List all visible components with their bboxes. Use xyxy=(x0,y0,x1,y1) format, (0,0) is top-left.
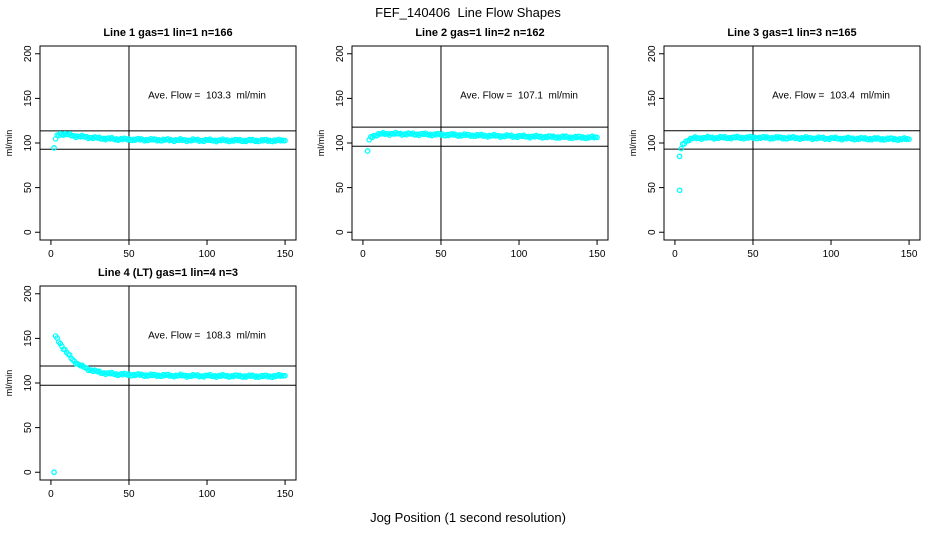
y-tick-label: 200 xyxy=(647,45,658,62)
ave-flow-annotation: Ave. Flow = 103.4 ml/min xyxy=(772,90,890,101)
y-tick-label: 200 xyxy=(23,285,34,302)
y-tick-label: 100 xyxy=(23,134,34,151)
y-tick-label: 150 xyxy=(23,90,34,107)
y-tick-label: 50 xyxy=(23,182,34,194)
figure-title: FEF_140406 Line Flow Shapes xyxy=(375,5,561,20)
y-tick-label: 100 xyxy=(23,374,34,391)
plot-box xyxy=(39,285,297,481)
subplot-line-1-plot: 0 50 100 150 0 50 100 150 200 ml/min Ave. Flow = 1… xyxy=(4,45,297,260)
subplot-line-4-title: Line 4 (LT) gas=1 lin=4 n=3 xyxy=(97,267,239,279)
data-points xyxy=(51,130,288,151)
subplot-line-3: Line 3 gas=1 lin=3 n=165 0 50 100 150 0 50 100… xyxy=(624,26,936,266)
subplot-line-4-plot: 0 50 100 150 0 50 100 150 200 ml/min Ave. Flow = 1… xyxy=(4,285,297,500)
y-tick-label: 0 xyxy=(335,229,346,235)
subplot-line-1-title: Line 1 gas=1 lin=1 n=166 xyxy=(103,27,233,39)
y-axis-label: ml/min xyxy=(628,130,638,157)
x-tick-label: 50 xyxy=(123,249,135,260)
x-tick-label: 0 xyxy=(360,249,366,260)
x-tick-label: 150 xyxy=(277,249,294,260)
empty-cell xyxy=(312,266,624,506)
data-points xyxy=(51,333,288,476)
data-points xyxy=(364,129,600,154)
subplot-grid: Line 1 gas=1 lin=1 n=166 0 50 100 150 0 50 100… xyxy=(0,26,936,506)
subplot-line-2: Line 2 gas=1 lin=2 n=162 0 50 100 150 0 50 100… xyxy=(312,26,624,266)
subplot-line-3-plot: 0 50 100 150 0 50 100 150 200 ml/min Ave. Flow = 1… xyxy=(628,45,921,260)
y-tick-label: 0 xyxy=(23,469,34,475)
y-axis-label: ml/min xyxy=(4,370,14,397)
x-axis-label: Jog Position (1 second resolution) xyxy=(370,510,566,525)
x-tick-label: 150 xyxy=(277,489,294,500)
y-tick-label: 200 xyxy=(335,45,346,62)
y-tick-label: 50 xyxy=(23,422,34,434)
outlier-point xyxy=(364,148,371,154)
y-tick-label: 0 xyxy=(647,229,658,235)
y-tick-label: 100 xyxy=(335,134,346,151)
x-tick-label: 0 xyxy=(672,249,678,260)
x-tick-label: 50 xyxy=(123,489,135,500)
y-tick-label: 150 xyxy=(335,90,346,107)
outlier-point xyxy=(676,187,683,194)
subplot-line-3-title: Line 3 gas=1 lin=3 n=165 xyxy=(727,27,857,39)
plot-box xyxy=(351,45,609,241)
ave-flow-annotation: Ave. Flow = 103.3 ml/min xyxy=(148,90,266,101)
y-axis-label: ml/min xyxy=(316,130,326,157)
y-tick-label: 100 xyxy=(647,134,658,151)
y-tick-label: 50 xyxy=(335,182,346,194)
empty-cell xyxy=(624,266,936,506)
ave-flow-annotation: Ave. Flow = 108.3 ml/min xyxy=(148,330,266,341)
x-tick-label: 0 xyxy=(48,489,54,500)
x-tick-label: 100 xyxy=(823,249,840,260)
subplot-line-2-plot: 0 50 100 150 0 50 100 150 200 ml/min Ave. Flow = 1… xyxy=(316,45,609,260)
data-points xyxy=(676,133,912,194)
ave-flow-annotation: Ave. Flow = 107.1 ml/min xyxy=(460,90,578,101)
x-tick-label: 100 xyxy=(511,249,528,260)
x-tick-label: 150 xyxy=(901,249,918,260)
x-tick-label: 50 xyxy=(435,249,447,260)
outlier-point xyxy=(51,469,57,476)
y-tick-label: 0 xyxy=(23,229,34,235)
plot-box xyxy=(663,45,921,241)
y-tick-label: 50 xyxy=(647,182,658,194)
y-tick-label: 150 xyxy=(647,90,658,107)
x-tick-label: 50 xyxy=(747,249,759,260)
subplot-line-4: Line 4 (LT) gas=1 lin=4 n=3 0 50 100 150 0 50… xyxy=(0,266,312,506)
outlier-point xyxy=(51,145,57,151)
x-tick-label: 150 xyxy=(589,249,606,260)
subplot-line-2-title: Line 2 gas=1 lin=2 n=162 xyxy=(415,27,545,39)
outlier-point xyxy=(676,153,683,160)
x-tick-label: 100 xyxy=(199,489,216,500)
x-tick-label: 0 xyxy=(48,249,54,260)
y-axis-label: ml/min xyxy=(4,130,14,157)
y-tick-label: 200 xyxy=(23,45,34,62)
y-tick-label: 150 xyxy=(23,330,34,347)
subplot-line-1: Line 1 gas=1 lin=1 n=166 0 50 100 150 0 50 100… xyxy=(0,26,312,266)
x-tick-label: 100 xyxy=(199,249,216,260)
